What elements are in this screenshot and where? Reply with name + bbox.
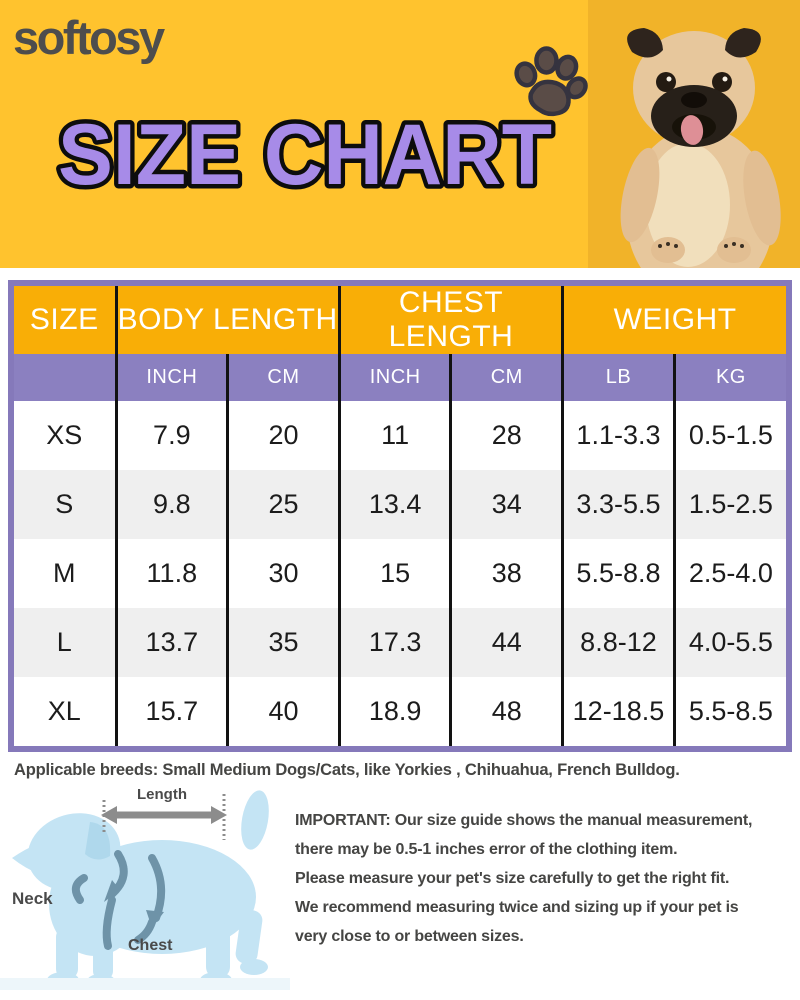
unit-header-blank — [14, 354, 116, 401]
header-body-length: BODY LENGTH — [114, 286, 340, 354]
value-cell: 40 — [226, 677, 340, 746]
value-cell: 34 — [449, 470, 563, 539]
value-cell: 25 — [226, 470, 340, 539]
size-cell: L — [14, 608, 116, 677]
important-note: IMPORTANT: Our size guide shows the manu… — [295, 806, 794, 990]
unit-header-lb: LB — [561, 354, 675, 401]
length-label: Length — [137, 786, 187, 803]
important-line: Please measure your pet's size carefully… — [295, 870, 730, 887]
header-size: SIZE — [14, 286, 116, 354]
value-cell: 18.9 — [337, 677, 451, 746]
value-cell: 13.7 — [114, 608, 228, 677]
chest-label: Chest — [128, 937, 173, 954]
unit-header-body-inch: INCH — [114, 354, 228, 401]
value-cell: 1.1-3.3 — [561, 401, 675, 470]
value-cell: 17.3 — [337, 608, 451, 677]
pug-photo — [588, 0, 800, 268]
value-cell: 13.4 — [337, 470, 451, 539]
size-cell: S — [14, 470, 116, 539]
dog-measurement-illustration: Length Neck Chest — [12, 786, 269, 988]
size-table-frame: SIZE BODY LENGTH CHEST LENGTH WEIGHT INC… — [8, 280, 792, 752]
size-cell: XL — [14, 677, 116, 746]
table-row-xl: XL 15.7 40 18.9 48 12-18.5 5.5-8.5 — [14, 677, 786, 746]
value-cell: 4.0-5.5 — [672, 608, 786, 677]
value-cell: 2.5-4.0 — [672, 539, 786, 608]
table-row-xs: XS 7.9 20 11 28 1.1-3.3 0.5-1.5 — [14, 401, 786, 470]
important-line: IMPORTANT: Our size guide shows the manu… — [295, 812, 753, 829]
table-row-m: M 11.8 30 15 38 5.5-8.8 2.5-4.0 — [14, 539, 786, 608]
value-cell: 0.5-1.5 — [672, 401, 786, 470]
neck-label: Neck — [12, 889, 53, 908]
measurement-diagram: Length Neck Chest — [0, 782, 295, 990]
value-cell: 11.8 — [114, 539, 228, 608]
unit-header-body-cm: CM — [226, 354, 340, 401]
bottom-section: Length Neck Chest IMPORTANT: Our size gu… — [0, 782, 800, 990]
value-cell: 9.8 — [114, 470, 228, 539]
table-row-l: L 13.7 35 17.3 44 8.8-12 4.0-5.5 — [14, 608, 786, 677]
value-cell: 5.5-8.5 — [672, 677, 786, 746]
unit-header-chest-inch: INCH — [337, 354, 451, 401]
important-line: very close to or between sizes. — [295, 928, 524, 945]
important-line: there may be 0.5-1 inches error of the c… — [295, 841, 678, 858]
unit-header-kg: KG — [672, 354, 786, 401]
value-cell: 15 — [337, 539, 451, 608]
pug-illustration — [588, 0, 800, 268]
value-cell: 8.8-12 — [561, 608, 675, 677]
table-row-s: S 9.8 25 13.4 34 3.3-5.5 1.5-2.5 — [14, 470, 786, 539]
header-chest-length: CHEST LENGTH — [337, 286, 563, 354]
unit-header-row: INCH CM INCH CM LB KG — [14, 354, 786, 401]
value-cell: 15.7 — [114, 677, 228, 746]
value-cell: 38 — [449, 539, 563, 608]
important-line: We recommend measuring twice and sizing … — [295, 899, 739, 916]
breeds-note: Applicable breeds: Small Medium Dogs/Cat… — [14, 761, 680, 779]
brand-logo: softosy — [13, 11, 165, 64]
header-weight: WEIGHT — [561, 286, 786, 354]
value-cell: 30 — [226, 539, 340, 608]
value-cell: 11 — [337, 401, 451, 470]
value-cell: 20 — [226, 401, 340, 470]
value-cell: 12-18.5 — [561, 677, 675, 746]
value-cell: 7.9 — [114, 401, 228, 470]
diagram-edge — [0, 978, 290, 990]
size-chart-title: SIZE CHART — [54, 103, 557, 208]
size-chart-title-text: SIZE CHART — [58, 107, 552, 203]
paw-icon — [514, 46, 588, 117]
size-table: SIZE BODY LENGTH CHEST LENGTH WEIGHT INC… — [14, 286, 786, 746]
value-cell: 35 — [226, 608, 340, 677]
size-cell: M — [14, 539, 116, 608]
group-header-row: SIZE BODY LENGTH CHEST LENGTH WEIGHT — [14, 286, 786, 354]
unit-header-chest-cm: CM — [449, 354, 563, 401]
banner: softosy SIZE CHART — [0, 0, 800, 268]
value-cell: 28 — [449, 401, 563, 470]
value-cell: 44 — [449, 608, 563, 677]
value-cell: 48 — [449, 677, 563, 746]
size-cell: XS — [14, 401, 116, 470]
value-cell: 3.3-5.5 — [561, 470, 675, 539]
value-cell: 5.5-8.8 — [561, 539, 675, 608]
value-cell: 1.5-2.5 — [672, 470, 786, 539]
